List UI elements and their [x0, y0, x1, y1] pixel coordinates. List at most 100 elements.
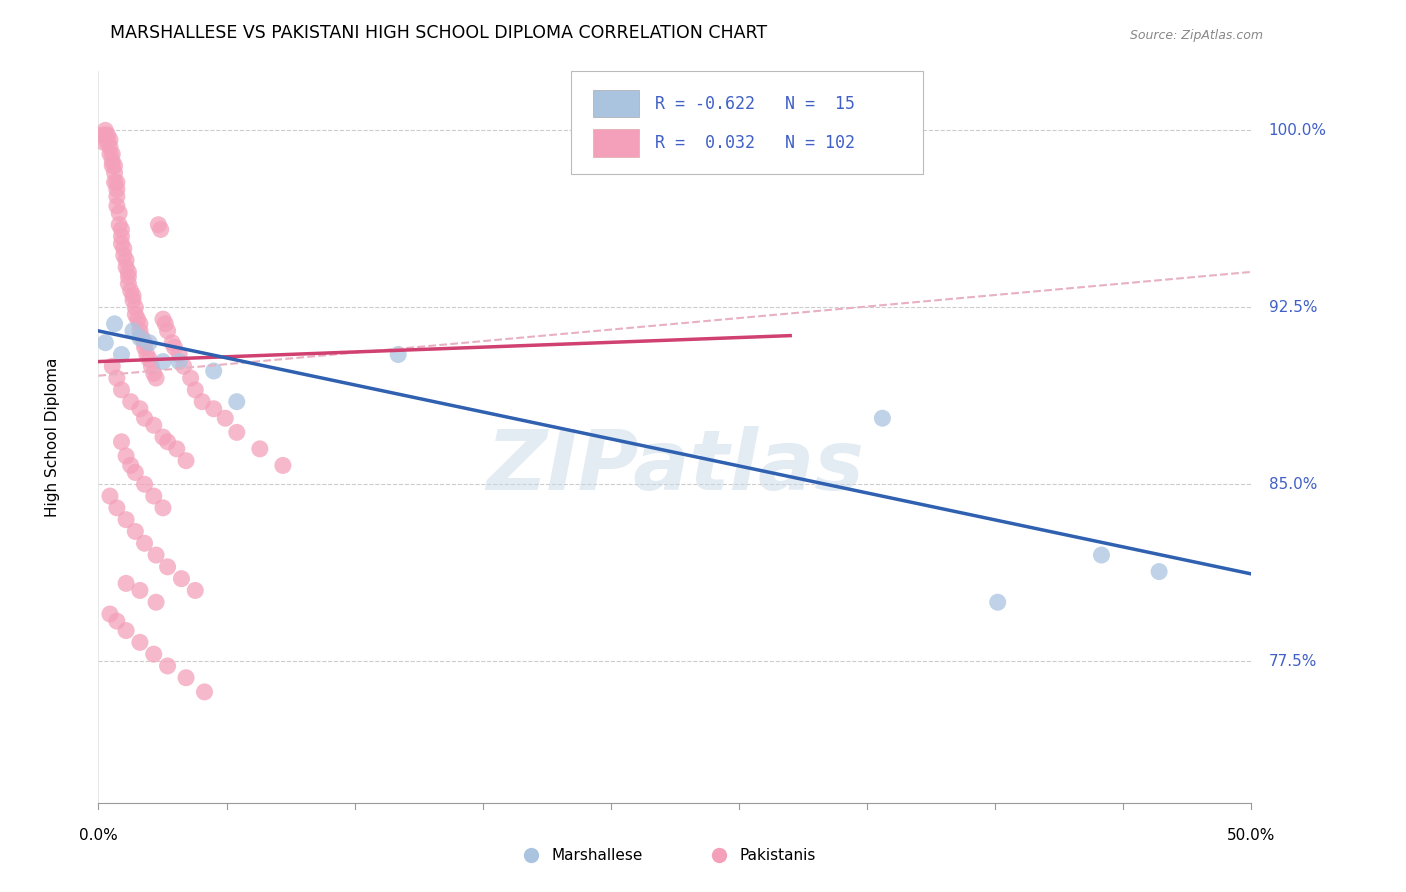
Point [101, 359, 124, 374]
Point [174, 671, 197, 685]
Point [110, 347, 132, 361]
Point [98, 607, 121, 621]
Point [103, 175, 125, 189]
Point [145, 371, 167, 385]
Point [184, 383, 207, 397]
Point [142, 647, 165, 661]
Point [249, 442, 271, 456]
Point [138, 335, 160, 350]
Point [117, 277, 139, 291]
Point [202, 364, 225, 378]
Point [152, 354, 174, 368]
Point [108, 206, 131, 220]
Point [145, 595, 167, 609]
Point [129, 635, 152, 649]
Point [134, 536, 156, 550]
Point [110, 236, 132, 251]
Point [160, 335, 183, 350]
Point [105, 182, 128, 196]
Point [108, 218, 131, 232]
Point [149, 222, 172, 236]
Point [103, 166, 125, 180]
Point [142, 367, 165, 381]
Point [94, 335, 117, 350]
Text: Source: ZipAtlas.com: Source: ZipAtlas.com [1130, 29, 1263, 42]
FancyBboxPatch shape [571, 71, 922, 174]
Point [94, 130, 117, 145]
Point [138, 352, 160, 367]
Point [987, 595, 1010, 609]
Point [214, 411, 236, 425]
Point [129, 324, 152, 338]
Point [184, 583, 207, 598]
Point [387, 347, 409, 361]
Point [166, 442, 188, 456]
Point [98, 489, 121, 503]
Point [152, 312, 174, 326]
Point [120, 284, 142, 298]
Point [1147, 565, 1170, 579]
Point [191, 394, 214, 409]
Point [167, 354, 190, 368]
Point [225, 394, 247, 409]
Point [105, 175, 128, 189]
Point [124, 466, 146, 480]
Point [105, 500, 128, 515]
Point [134, 411, 156, 425]
Point [120, 394, 142, 409]
Point [110, 434, 132, 449]
Point [120, 458, 142, 473]
Point [872, 411, 894, 425]
Point [115, 260, 138, 275]
Point [94, 128, 117, 142]
Point [202, 401, 225, 416]
Point [105, 199, 128, 213]
Point [101, 147, 124, 161]
Point [110, 229, 132, 244]
Point [110, 383, 132, 397]
Point [127, 312, 149, 326]
Point [105, 189, 128, 203]
Point [131, 331, 153, 345]
Point [134, 335, 156, 350]
Text: 92.5%: 92.5% [1268, 300, 1317, 315]
Point [142, 489, 165, 503]
Point [94, 123, 117, 137]
Point [101, 159, 124, 173]
Point [156, 434, 179, 449]
Point [91, 135, 114, 149]
Point [225, 425, 247, 440]
Point [174, 453, 197, 467]
Text: R = -0.622   N =  15: R = -0.622 N = 15 [655, 95, 855, 112]
Point [180, 371, 202, 385]
Point [124, 307, 146, 321]
Text: High School Diploma: High School Diploma [45, 358, 60, 516]
Point [142, 418, 165, 433]
Point [115, 624, 138, 638]
Point [105, 371, 128, 385]
Text: 77.5%: 77.5% [1268, 654, 1317, 669]
Text: ZIPatlas: ZIPatlas [486, 425, 863, 507]
Point [1090, 548, 1112, 562]
Point [193, 685, 215, 699]
Point [98, 140, 121, 154]
Text: MARSHALLESE VS PAKISTANI HIGH SCHOOL DIPLOMA CORRELATION CHART: MARSHALLESE VS PAKISTANI HIGH SCHOOL DIP… [110, 24, 768, 42]
Text: Pakistanis: Pakistanis [740, 848, 815, 863]
Point [271, 458, 294, 473]
Point [156, 324, 179, 338]
Text: R =  0.032   N = 102: R = 0.032 N = 102 [655, 134, 855, 152]
Point [156, 559, 179, 574]
Point [97, 128, 120, 142]
Point [105, 614, 128, 628]
Point [98, 147, 121, 161]
Point [155, 317, 177, 331]
Text: 50.0%: 50.0% [1227, 829, 1275, 844]
Point [134, 340, 156, 354]
Point [110, 222, 132, 236]
Point [173, 359, 195, 374]
Point [101, 154, 124, 169]
Point [148, 218, 170, 232]
Point [141, 359, 163, 374]
Point [122, 288, 145, 302]
Point [122, 324, 145, 338]
